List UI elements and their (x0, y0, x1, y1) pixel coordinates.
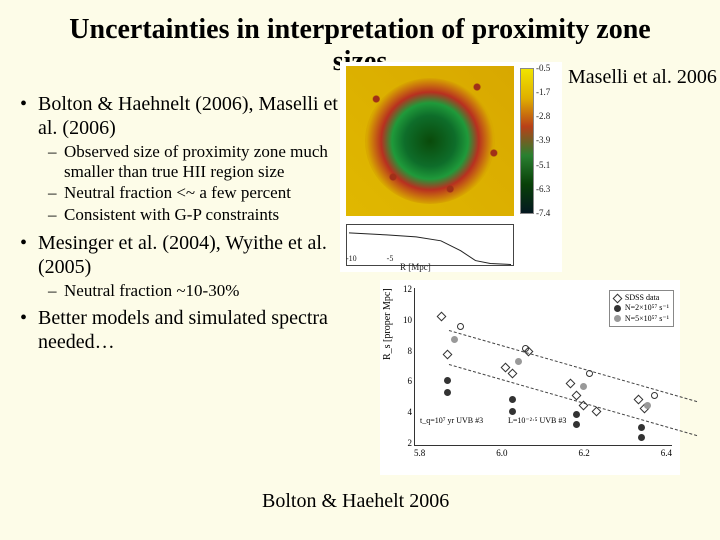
bullet-1-sub-2: – Neutral fraction <~ a few percent (48, 183, 340, 203)
heatmap-noise (346, 66, 514, 216)
data-point (565, 378, 575, 388)
heatmap-panel (346, 66, 514, 216)
sub-text: Neutral fraction <~ a few percent (64, 183, 291, 203)
bullet-1-sub-3: – Consistent with G-P constraints (48, 205, 340, 225)
heatmap-xlabel: R [Mpc] (400, 262, 431, 272)
sub-text: Consistent with G-P constraints (64, 205, 279, 225)
bullet-dot-icon: • (20, 231, 38, 279)
data-point (573, 421, 580, 428)
data-point (509, 408, 516, 415)
data-point (509, 396, 516, 403)
trend-line-1 (449, 330, 697, 402)
data-point (515, 358, 522, 365)
dash-icon: – (48, 183, 64, 203)
bullet-1: • Bolton & Haehnelt (2006), Maselli et a… (20, 92, 340, 140)
sub-text: Neutral fraction ~10-30% (64, 281, 239, 301)
data-point (644, 402, 651, 409)
data-point (638, 434, 645, 441)
data-point (580, 383, 587, 390)
bullet-dot-icon: • (20, 92, 38, 140)
data-point (443, 350, 453, 360)
scatter-annot-1: t_q=10⁷ yr UVB #3 (420, 416, 483, 425)
dash-icon: – (48, 142, 64, 181)
data-point (633, 394, 643, 404)
data-point (457, 323, 464, 330)
data-point (451, 336, 458, 343)
scatter-xticks: 5.8 6.0 6.2 6.4 (414, 448, 672, 458)
data-point (436, 312, 446, 322)
bullet-2: • Mesinger et al. (2004), Wyithe et al. … (20, 231, 340, 279)
figure-citation-bottom: Bolton & Haehelt 2006 (262, 490, 449, 513)
data-point (507, 369, 517, 379)
figure-heatmap: -0.5 -1.7 -2.8 -3.9 -5.1 -6.3 -7.4 -10 -… (340, 62, 562, 272)
data-point (444, 377, 451, 384)
scatter-yticks: 12 10 8 6 4 2 (398, 284, 412, 448)
data-point (444, 389, 451, 396)
figure-citation-right: Maselli et al. 2006 (568, 66, 717, 89)
bullet-1-text: Bolton & Haehnelt (2006), Maselli et al.… (38, 92, 340, 140)
data-point (586, 370, 593, 377)
bullets-column: • Bolton & Haehnelt (2006), Maselli et a… (20, 92, 340, 354)
bullet-2-text: Mesinger et al. (2004), Wyithe et al. (2… (38, 231, 340, 279)
sub-text: Observed size of proximity zone much sma… (64, 142, 340, 181)
data-point (573, 411, 580, 418)
colorbar-ticks: -0.5 -1.7 -2.8 -3.9 -5.1 -6.3 -7.4 (536, 64, 550, 218)
data-point (638, 424, 645, 431)
bullet-3: • Better models and simulated spectra ne… (20, 306, 340, 354)
bullet-1-sub-1: – Observed size of proximity zone much s… (48, 142, 340, 181)
scatter-ylabel: R_s [proper Mpc] (382, 288, 393, 360)
dash-icon: – (48, 281, 64, 301)
data-point (522, 345, 529, 352)
scatter-legend: SDSS data N=2×10⁵⁷ s⁻¹ N=5×10⁵⁷ s⁻¹ (609, 290, 674, 327)
scatter-annot-2: L=10⁻²·⁵ UVB #3 (508, 416, 566, 425)
bullet-dot-icon: • (20, 306, 38, 354)
dash-icon: – (48, 205, 64, 225)
data-point (651, 392, 658, 399)
bullet-2-sub-1: – Neutral fraction ~10-30% (48, 281, 340, 301)
colorbar (520, 68, 534, 214)
figure-scatter: R_s [proper Mpc] 12 10 8 6 4 2 5.8 6.0 6… (380, 280, 680, 475)
bullet-3-text: Better models and simulated spectra need… (38, 306, 340, 354)
